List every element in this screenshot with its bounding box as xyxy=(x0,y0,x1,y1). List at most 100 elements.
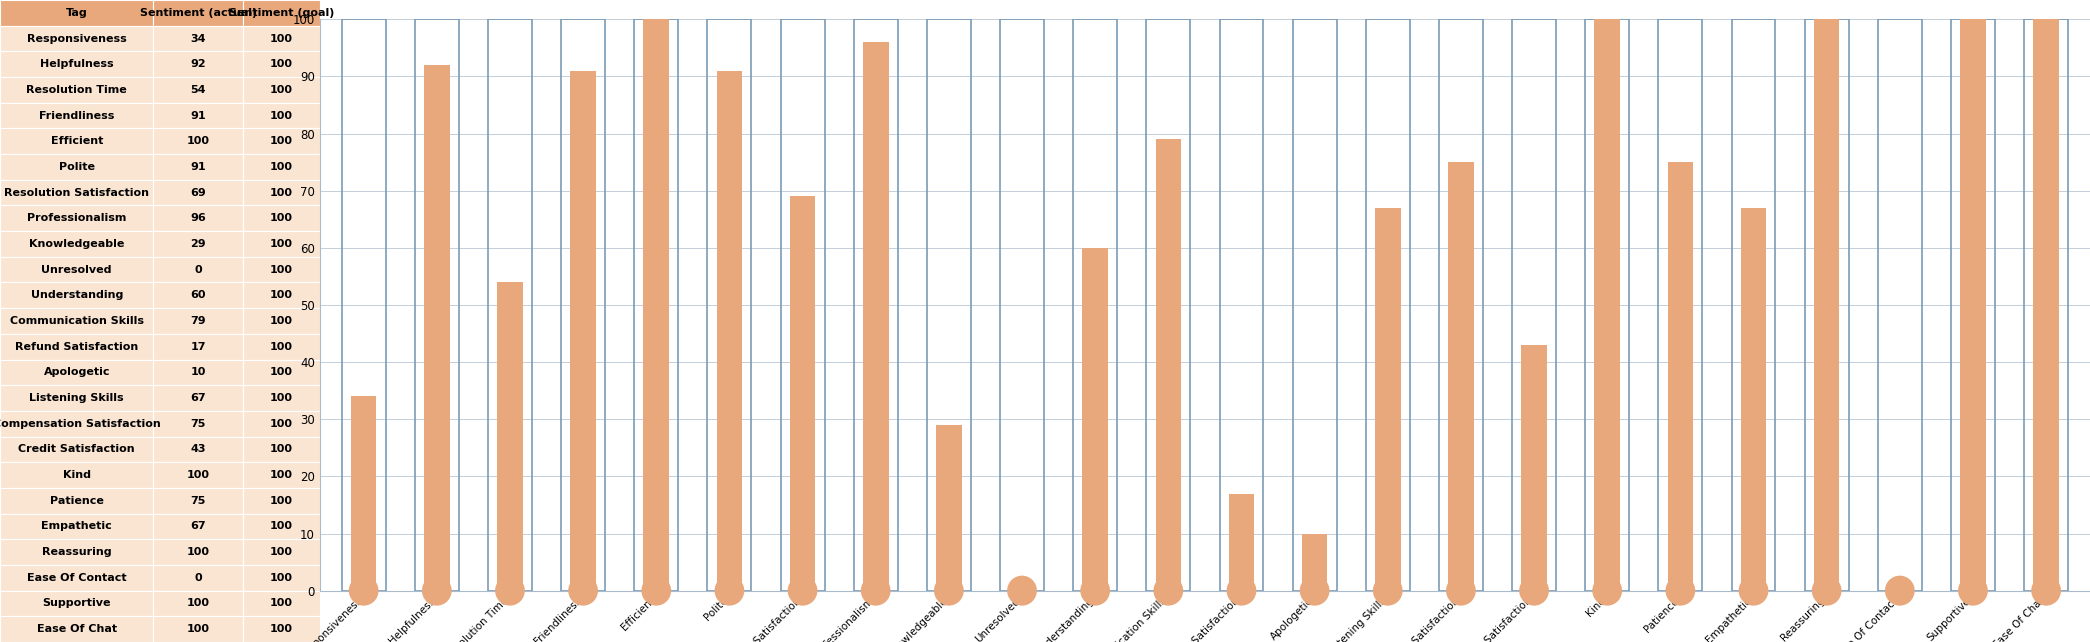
Bar xyxy=(1438,19,1482,591)
Text: Unresolved: Unresolved xyxy=(42,265,113,275)
Bar xyxy=(1292,19,1338,591)
Text: 100: 100 xyxy=(270,547,293,557)
Bar xyxy=(1448,162,1473,591)
Text: 100: 100 xyxy=(270,213,293,223)
Text: 100: 100 xyxy=(270,59,293,69)
Bar xyxy=(242,591,320,616)
Bar xyxy=(242,26,320,51)
Bar xyxy=(153,0,242,26)
Text: Listening Skills: Listening Skills xyxy=(29,393,123,403)
Ellipse shape xyxy=(1885,576,1914,605)
Bar xyxy=(571,71,596,591)
Text: 0: 0 xyxy=(194,573,203,583)
Bar xyxy=(153,385,242,411)
Bar xyxy=(153,103,242,128)
Bar xyxy=(153,26,242,51)
Bar xyxy=(0,154,153,180)
Text: 100: 100 xyxy=(270,419,293,429)
Bar xyxy=(343,19,385,591)
Bar xyxy=(153,411,242,437)
Ellipse shape xyxy=(1593,576,1622,605)
Bar xyxy=(853,19,897,591)
Text: 0: 0 xyxy=(194,265,203,275)
Text: 100: 100 xyxy=(270,470,293,480)
Bar xyxy=(0,0,153,26)
Text: Responsiveness: Responsiveness xyxy=(27,33,127,44)
Bar xyxy=(999,19,1043,591)
Bar xyxy=(153,128,242,154)
Text: 75: 75 xyxy=(190,419,207,429)
Bar xyxy=(242,308,320,334)
Text: 100: 100 xyxy=(186,547,209,557)
Text: 92: 92 xyxy=(190,59,207,69)
Ellipse shape xyxy=(1007,576,1037,605)
Bar xyxy=(1302,534,1327,591)
Ellipse shape xyxy=(715,576,744,605)
Ellipse shape xyxy=(422,576,451,605)
Bar xyxy=(0,308,153,334)
Bar xyxy=(242,180,320,205)
Bar xyxy=(936,425,961,591)
Text: 10: 10 xyxy=(190,367,207,377)
Text: 100: 100 xyxy=(186,624,209,634)
Bar xyxy=(1375,208,1400,591)
Bar xyxy=(153,180,242,205)
Text: 100: 100 xyxy=(270,367,293,377)
Bar xyxy=(706,19,752,591)
Bar xyxy=(242,565,320,591)
Bar xyxy=(0,334,153,360)
Text: Communication Skills: Communication Skills xyxy=(10,316,144,326)
Bar xyxy=(153,360,242,385)
Bar xyxy=(153,154,242,180)
Bar xyxy=(242,360,320,385)
Text: Patience: Patience xyxy=(50,496,104,506)
Bar xyxy=(0,103,153,128)
Text: 100: 100 xyxy=(270,136,293,146)
Text: Empathetic: Empathetic xyxy=(42,521,113,532)
Bar xyxy=(153,51,242,77)
Bar xyxy=(0,51,153,77)
Text: 60: 60 xyxy=(190,290,207,300)
Bar xyxy=(0,360,153,385)
Bar xyxy=(153,282,242,308)
Ellipse shape xyxy=(1739,576,1768,605)
Bar xyxy=(153,565,242,591)
Bar xyxy=(424,65,449,591)
Text: 100: 100 xyxy=(270,496,293,506)
Bar xyxy=(1072,19,1116,591)
Bar xyxy=(1511,19,1555,591)
Bar xyxy=(1083,248,1108,591)
Bar xyxy=(153,77,242,103)
Bar xyxy=(242,411,320,437)
Ellipse shape xyxy=(1373,576,1402,605)
Bar xyxy=(0,411,153,437)
Bar xyxy=(635,19,677,591)
Bar xyxy=(153,231,242,257)
Bar xyxy=(153,257,242,282)
Bar xyxy=(242,616,320,642)
Ellipse shape xyxy=(861,576,890,605)
Text: 91: 91 xyxy=(190,110,207,121)
Text: Credit Satisfaction: Credit Satisfaction xyxy=(19,444,136,455)
Bar xyxy=(644,19,669,591)
Bar xyxy=(717,71,742,591)
Bar xyxy=(0,565,153,591)
Text: 29: 29 xyxy=(190,239,207,249)
Bar xyxy=(1229,494,1254,591)
Bar xyxy=(0,539,153,565)
Ellipse shape xyxy=(1227,576,1256,605)
Text: 100: 100 xyxy=(270,521,293,532)
Ellipse shape xyxy=(1666,576,1695,605)
Bar xyxy=(0,231,153,257)
Bar xyxy=(242,77,320,103)
Bar xyxy=(153,591,242,616)
Ellipse shape xyxy=(1081,576,1110,605)
Text: Reassuring: Reassuring xyxy=(42,547,111,557)
Text: Resolution Satisfaction: Resolution Satisfaction xyxy=(4,187,148,198)
Bar xyxy=(0,514,153,539)
Text: 79: 79 xyxy=(190,316,207,326)
Ellipse shape xyxy=(1300,576,1329,605)
Bar xyxy=(242,231,320,257)
Bar xyxy=(242,514,320,539)
Text: 43: 43 xyxy=(190,444,207,455)
